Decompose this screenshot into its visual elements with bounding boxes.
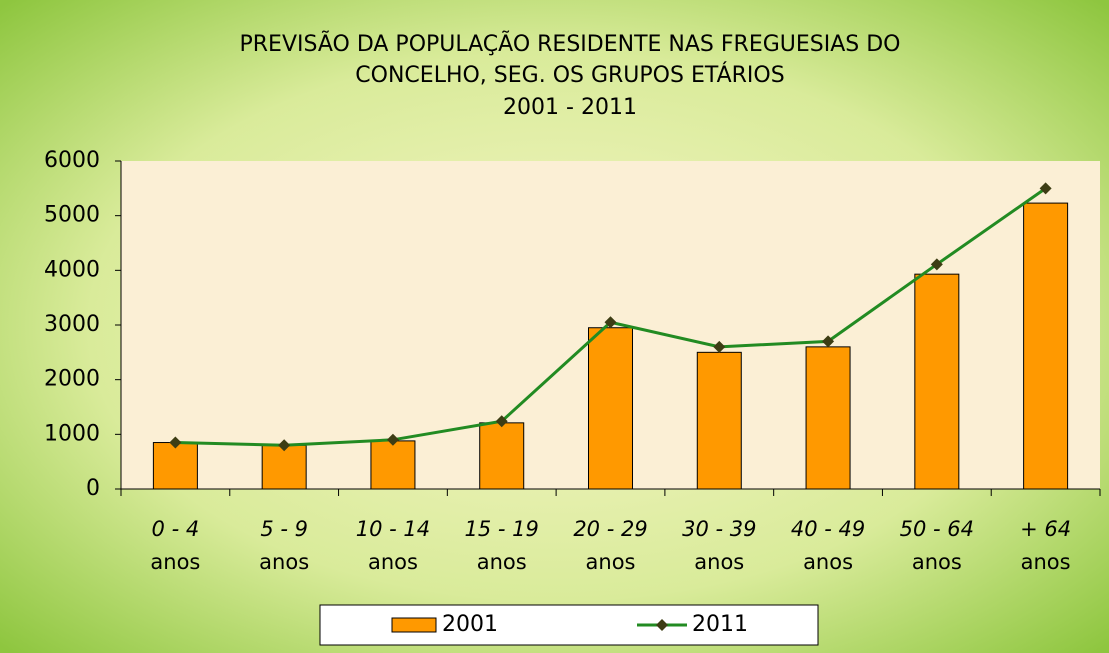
bar: [696, 351, 742, 490]
y-tick-label: 4000: [44, 257, 100, 282]
legend-label: 2001: [442, 612, 498, 637]
bar: [479, 422, 525, 490]
y-tick-label: 1000: [44, 421, 100, 446]
marker: [386, 433, 399, 446]
x-tick-label: 15 - 19: [465, 517, 539, 541]
bar: [1023, 202, 1069, 490]
x-tick-label: anos: [150, 550, 200, 574]
x-tick-label: anos: [477, 550, 527, 574]
x-tick-label: anos: [694, 550, 744, 574]
x-tick-label: 0 - 4: [152, 517, 200, 541]
marker: [822, 335, 835, 348]
legend-label: 2011: [692, 612, 748, 637]
y-tick-label: 6000: [44, 148, 100, 173]
x-tick-label: anos: [586, 550, 636, 574]
marker: [604, 316, 617, 329]
x-tick-label: anos: [912, 550, 962, 574]
bar: [805, 346, 851, 490]
chart-subtitle: 2001 - 2011: [503, 95, 637, 120]
x-tick-label: 50 - 64: [900, 517, 974, 541]
legend-marker: [656, 619, 668, 631]
y-tick-label: 0: [86, 476, 100, 501]
x-tick-label: anos: [1021, 550, 1071, 574]
marker: [1039, 182, 1052, 195]
x-tick-label: anos: [368, 550, 418, 574]
marker: [495, 415, 508, 428]
y-tick-label: 2000: [44, 367, 100, 392]
x-tick-label: 20 - 29: [573, 517, 647, 541]
x-tick-label: anos: [259, 550, 309, 574]
legend-swatch: [391, 617, 437, 633]
bar: [370, 440, 416, 490]
bar: [588, 327, 633, 490]
marker: [713, 340, 726, 353]
x-tick-label: 10 - 14: [356, 517, 430, 541]
x-tick-label: + 64: [1020, 517, 1071, 541]
bar: [261, 444, 307, 490]
x-tick-label: 40 - 49: [791, 517, 865, 541]
chart-title: CONCELHO, SEG. OS GRUPOS ETÁRIOS: [355, 62, 784, 88]
bar: [152, 442, 198, 490]
y-tick-label: 5000: [44, 203, 100, 228]
y-tick-label: 3000: [44, 312, 100, 337]
x-tick-label: 30 - 39: [682, 517, 756, 541]
marker: [169, 436, 182, 449]
x-tick-label: 5 - 9: [260, 517, 308, 541]
x-tick-label: anos: [803, 550, 853, 574]
chart-title: PREVISÃO DA POPULAÇÃO RESIDENTE NAS FREG…: [240, 30, 901, 57]
marker: [278, 439, 291, 452]
marker: [930, 258, 943, 271]
bar: [914, 273, 960, 490]
